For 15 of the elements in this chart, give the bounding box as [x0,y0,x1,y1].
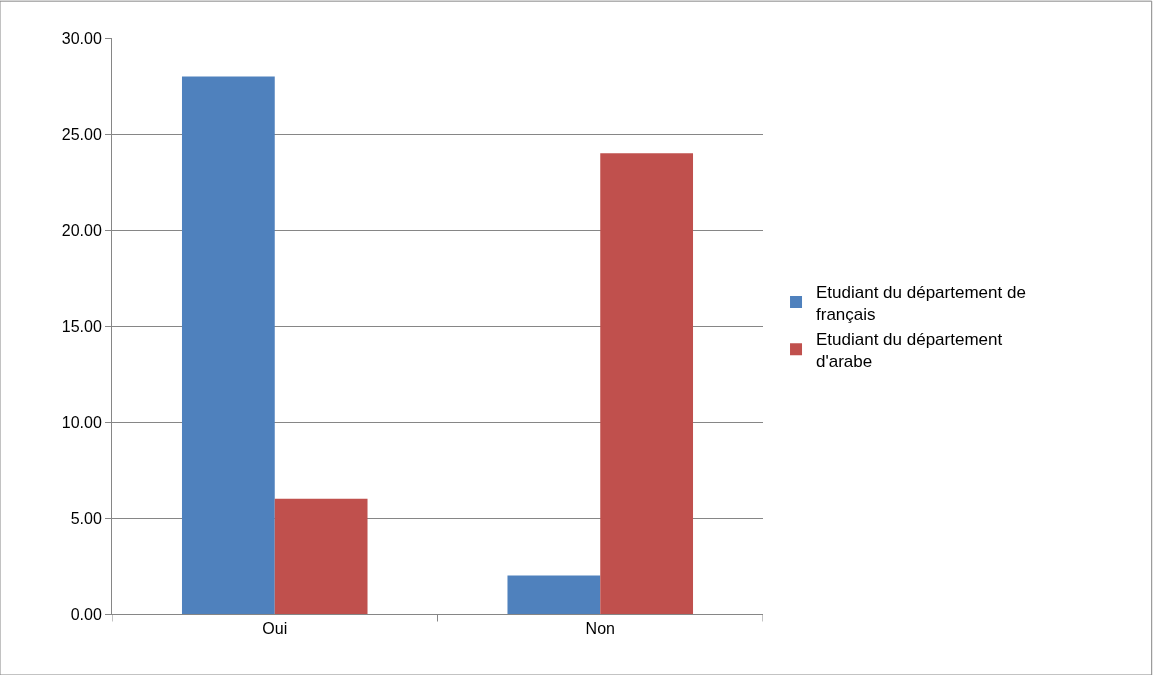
y-tick-label: 15.00 [61,317,102,335]
bar [181,76,275,614]
legend-label: Etudiant du département d'arabe [816,329,1003,371]
x-tick-label: Oui [262,620,288,638]
y-tick-label: 0.00 [70,605,102,623]
bar [274,498,368,614]
y-tick-label: 5.00 [70,509,102,527]
bar [507,575,601,614]
bar [600,153,694,614]
y-tick-label: 30.00 [61,29,102,47]
x-tick-label: Non [585,620,615,638]
y-tick-label: 10.00 [61,413,102,431]
legend-label: Etudiant du département de français [816,282,1026,324]
y-tick-label: 25.00 [61,125,102,143]
y-tick-label: 20.00 [61,221,102,239]
